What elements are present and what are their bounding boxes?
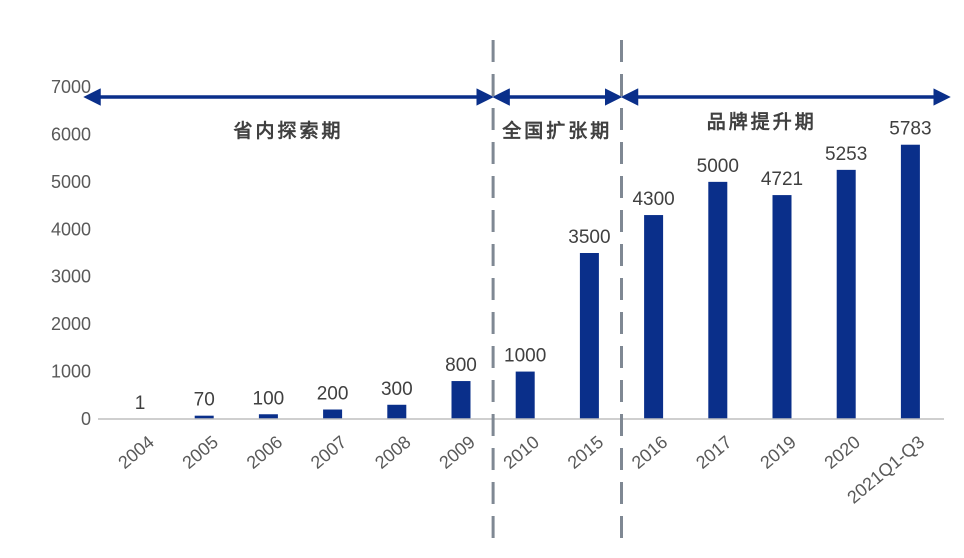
data-label: 4721 xyxy=(761,169,803,190)
x-tick-label: 2010 xyxy=(499,432,543,473)
bar xyxy=(387,404,407,419)
data-label: 100 xyxy=(253,388,285,409)
bar xyxy=(258,414,278,419)
bar xyxy=(772,195,792,419)
phase-label: 品牌提升期 xyxy=(707,110,817,133)
x-tick-label: 2006 xyxy=(243,432,287,473)
phase-label: 全国扩张期 xyxy=(501,119,612,142)
y-tick-label: 7000 xyxy=(51,77,91,97)
data-label: 200 xyxy=(317,384,349,405)
bar xyxy=(836,169,856,419)
y-axis: 0 1000 2000 3000 4000 5000 6000 7000 xyxy=(51,77,91,429)
x-tick-label: 2015 xyxy=(564,432,608,473)
data-label: 5253 xyxy=(825,144,867,165)
y-tick-label: 0 xyxy=(81,409,91,429)
y-tick-label: 3000 xyxy=(51,267,91,287)
data-label: 1000 xyxy=(504,346,546,367)
y-tick-label: 6000 xyxy=(51,124,91,144)
x-tick-label: 2008 xyxy=(371,432,415,473)
x-tick-label: 2017 xyxy=(692,432,736,473)
x-tick-label: 2016 xyxy=(628,432,672,473)
x-tick-label: 2009 xyxy=(435,432,479,473)
x-axis: 2004 2005 2006 2007 2008 2009 2010 2015 2016 2017… xyxy=(98,418,944,508)
y-tick-label: 5000 xyxy=(51,172,91,192)
data-label: 4300 xyxy=(632,189,674,210)
x-tick-label: 2007 xyxy=(307,432,351,473)
data-label: 5000 xyxy=(697,156,739,177)
x-tick-label: 2004 xyxy=(114,432,158,473)
y-tick-label: 4000 xyxy=(51,219,91,239)
bar xyxy=(515,371,535,419)
bar xyxy=(194,415,214,419)
y-tick-label: 2000 xyxy=(51,314,91,334)
bar xyxy=(579,253,599,419)
bar xyxy=(323,409,343,419)
y-tick-label: 1000 xyxy=(51,362,91,382)
data-label: 5783 xyxy=(889,119,931,140)
bar xyxy=(451,381,471,419)
data-label: 1 xyxy=(135,393,146,414)
bar xyxy=(708,181,728,419)
x-tick-label: 2005 xyxy=(178,432,222,473)
bars: 1 70 100 200 300 800 1000 3500 4300 5000 4721 5253 5… xyxy=(130,119,932,419)
phase-annotations: 省内探索期 全国扩张期 品牌提升期 xyxy=(83,40,951,548)
data-label: 800 xyxy=(445,355,477,376)
phase-label: 省内探索期 xyxy=(233,119,344,142)
bar xyxy=(900,144,920,419)
x-tick-label: 2020 xyxy=(820,432,864,473)
x-tick-label: 2019 xyxy=(756,432,800,473)
bar xyxy=(644,215,664,419)
data-label: 300 xyxy=(381,379,413,400)
data-label: 70 xyxy=(194,390,215,411)
data-label: 3500 xyxy=(568,227,610,248)
